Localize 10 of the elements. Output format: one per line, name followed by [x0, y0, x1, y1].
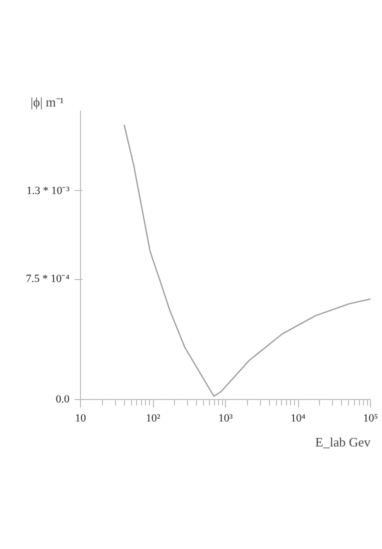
- x-tick-label: 10⁴: [290, 412, 306, 424]
- x-tick-label: 10: [75, 412, 86, 424]
- x-tick-label: 10³: [218, 412, 234, 424]
- x-tick-label: 10²: [146, 412, 161, 424]
- x-axis-title: E_lab Gev: [315, 434, 371, 450]
- x-tick-label: 10⁵: [363, 412, 378, 424]
- y-tick-label: 0.0: [56, 394, 70, 406]
- y-axis-title: |ϕ| m⁻¹: [30, 94, 64, 110]
- y-tick-label: 1.3 * 10⁻³: [26, 184, 70, 197]
- y-tick-label: 7.5 * 10⁻⁴: [26, 273, 70, 286]
